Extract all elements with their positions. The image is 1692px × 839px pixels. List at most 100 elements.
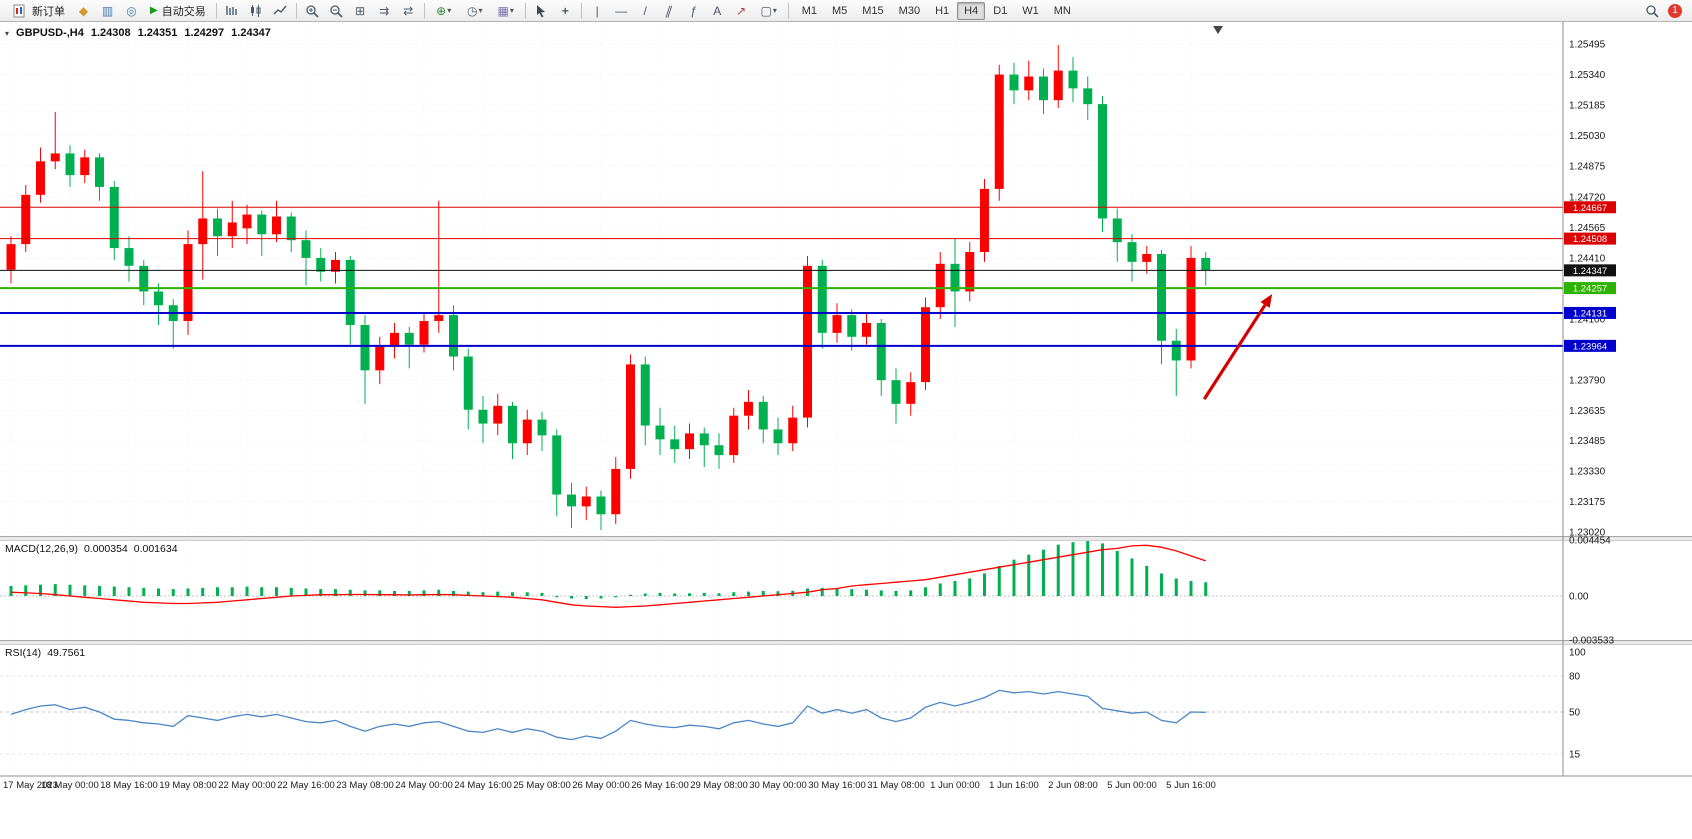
price-axis[interactable]: 1.25495 1.25340 1.25185 1.25030 1.24875 1.247… xyxy=(1562,22,1614,776)
svg-text:1.24100: 1.24100 xyxy=(1569,315,1606,326)
candles-layer xyxy=(6,44,1211,531)
panel-separators[interactable] xyxy=(0,536,1692,777)
market-watch-icon[interactable]: ▥ xyxy=(101,3,114,18)
new-order-button[interactable]: 新订单 xyxy=(4,1,71,20)
svg-text:1.24720: 1.24720 xyxy=(1569,192,1606,203)
fibonacci-tool-icon[interactable]: ƒ xyxy=(689,3,697,18)
timeframe-d1-button[interactable]: D1 xyxy=(986,2,1014,20)
svg-text:26 May 00:00: 26 May 00:00 xyxy=(572,780,630,791)
auto-trading-button[interactable]: ▶ 自动交易 xyxy=(144,1,212,20)
svg-text:18 May 00:00: 18 May 00:00 xyxy=(41,780,99,791)
horizontal-line-tool-icon[interactable]: — xyxy=(615,3,628,18)
svg-text:17 May 2023: 17 May 2023 xyxy=(3,780,58,791)
timeframe-m15-button[interactable]: M15 xyxy=(855,2,890,20)
arrows-tool-icon[interactable]: ↗ xyxy=(736,3,747,18)
svg-text:1 Jun 00:00: 1 Jun 00:00 xyxy=(930,780,980,791)
svg-text:5 Jun 16:00: 5 Jun 16:00 xyxy=(1166,780,1216,791)
svg-text:1.24347: 1.24347 xyxy=(1573,266,1607,277)
price-tag-1.24257 xyxy=(1564,282,1616,295)
zoom-out-icon[interactable] xyxy=(325,0,348,21)
svg-text:1.23964: 1.23964 xyxy=(1573,341,1607,352)
timeframe-m5-button[interactable]: M5 xyxy=(825,2,854,20)
svg-text:25 May 08:00: 25 May 08:00 xyxy=(513,780,571,791)
shapes-tool-button[interactable]: ▢ ▾ xyxy=(760,3,777,18)
svg-text:2 Jun 08:00: 2 Jun 08:00 xyxy=(1048,780,1098,791)
rsi-line xyxy=(10,689,1206,741)
svg-text:1.23790: 1.23790 xyxy=(1569,376,1606,387)
text-tool-icon[interactable]: A xyxy=(713,3,722,18)
indicators-button[interactable]: ⊕ ▾ xyxy=(436,3,452,18)
rsi-title: RSI(14) xyxy=(5,647,42,659)
quote-low: 1.24297 xyxy=(184,27,225,39)
svg-text:30 May 00:00: 30 May 00:00 xyxy=(749,780,807,791)
svg-text:31 May 08:00: 31 May 08:00 xyxy=(867,780,925,791)
templates-button[interactable]: ▦ ▾ xyxy=(497,3,514,18)
price-tag-1.24508 xyxy=(1564,232,1616,245)
trendline-tool-icon[interactable]: / xyxy=(643,3,647,18)
chart-area[interactable]: 1.25495 1.25340 1.25185 1.25030 1.24875 1.247… xyxy=(0,22,1692,839)
macd-value-signal: 0.001634 xyxy=(133,543,178,555)
chart-shift-marker[interactable] xyxy=(1213,26,1223,34)
svg-text:50: 50 xyxy=(1569,708,1581,719)
macd-indicator-header: MACD(12,26,9) 0.000354 0.001634 xyxy=(5,543,178,555)
svg-text:18 May 16:00: 18 May 16:00 xyxy=(100,780,158,791)
quote-open: 1.24308 xyxy=(90,27,131,39)
svg-text:1.25340: 1.25340 xyxy=(1569,70,1606,81)
new-order-label: 新订单 xyxy=(32,5,65,18)
profiles-icon[interactable]: ◆ xyxy=(78,3,89,18)
timeframe-group: M1 M5 M15 M30 H1 H4 D1 W1 MN xyxy=(795,1,1078,20)
chart-symbol-ohlc: ▾ GBPUSD-,H4 1.24308 1.24351 1.24297 1.2… xyxy=(5,27,271,39)
timeframe-m1-button[interactable]: M1 xyxy=(795,2,824,20)
line-chart-mode-icon[interactable] xyxy=(269,0,292,21)
timeframe-m30-button[interactable]: M30 xyxy=(892,2,927,20)
chart-canvas[interactable]: 1.25495 1.25340 1.25185 1.25030 1.24875 1.247… xyxy=(0,22,1692,839)
svg-text:26 May 16:00: 26 May 16:00 xyxy=(631,780,689,791)
timeframe-h4-button[interactable]: H4 xyxy=(957,1,986,20)
svg-text:29 May 08:00: 29 May 08:00 xyxy=(690,780,748,791)
svg-text:0.004454: 0.004454 xyxy=(1569,536,1611,547)
svg-text:1.23635: 1.23635 xyxy=(1569,406,1606,417)
svg-text:1.23175: 1.23175 xyxy=(1569,497,1606,508)
cursor-tool-icon[interactable] xyxy=(530,0,553,21)
timeframe-w1-button[interactable]: W1 xyxy=(1015,2,1046,20)
toolbar-separator xyxy=(295,2,297,19)
new-order-icon xyxy=(10,0,28,21)
trend-arrow-annotation[interactable] xyxy=(1202,294,1273,400)
timeframe-mn-button[interactable]: MN xyxy=(1047,2,1078,20)
timeframe-h1-button[interactable]: H1 xyxy=(928,2,956,20)
toolbar-separator xyxy=(580,2,582,19)
toolbar-separator xyxy=(524,2,526,19)
horizontal-lines-layer[interactable] xyxy=(0,206,1563,347)
channel-tool-icon[interactable]: ∥ xyxy=(663,3,675,18)
crosshair-tool-icon[interactable]: + xyxy=(561,3,569,18)
zoom-in-icon[interactable] xyxy=(301,0,324,21)
candlestick-mode-icon[interactable] xyxy=(245,0,268,21)
notification-badge[interactable]: 1 xyxy=(1668,3,1682,18)
tile-windows-icon[interactable]: ⊞ xyxy=(355,3,366,18)
svg-text:15: 15 xyxy=(1569,750,1581,761)
bar-chart-mode-icon[interactable] xyxy=(221,0,244,21)
rsi-indicator-header: RSI(14) 49.7561 xyxy=(5,647,85,659)
svg-text:1.23330: 1.23330 xyxy=(1569,466,1606,477)
search-icon[interactable] xyxy=(1640,0,1663,21)
periods-button[interactable]: ◷ ▾ xyxy=(466,3,483,18)
chevron-down-icon: ▾ xyxy=(447,6,452,15)
price-tag-1.24667 xyxy=(1564,201,1616,214)
symbol-label: GBPUSD-,H4 xyxy=(16,27,84,39)
chart-shift-icon[interactable]: ⇄ xyxy=(403,3,414,18)
svg-text:1.24131: 1.24131 xyxy=(1573,308,1607,319)
svg-text:1.23020: 1.23020 xyxy=(1569,527,1606,538)
svg-text:24 May 16:00: 24 May 16:00 xyxy=(454,780,512,791)
toolbar: 新订单 ◆ ▥ ◎ ▶ 自动交易 ⊞ ⇉ ⇄ ⊕ ▾ ◷ ▾ ▦ ▾ xyxy=(0,0,1692,22)
svg-text:1 Jun 16:00: 1 Jun 16:00 xyxy=(989,780,1039,791)
svg-text:1.23485: 1.23485 xyxy=(1569,436,1606,447)
auto-scroll-icon[interactable]: ⇉ xyxy=(379,3,390,18)
vertical-line-tool-icon[interactable]: | xyxy=(595,3,599,18)
svg-text:30 May 16:00: 30 May 16:00 xyxy=(808,780,866,791)
data-window-icon[interactable]: ◎ xyxy=(126,3,137,18)
toolbar-separator xyxy=(215,2,217,19)
one-click-trading-caret-icon[interactable]: ▾ xyxy=(5,28,10,38)
rsi-panel xyxy=(0,675,1563,755)
